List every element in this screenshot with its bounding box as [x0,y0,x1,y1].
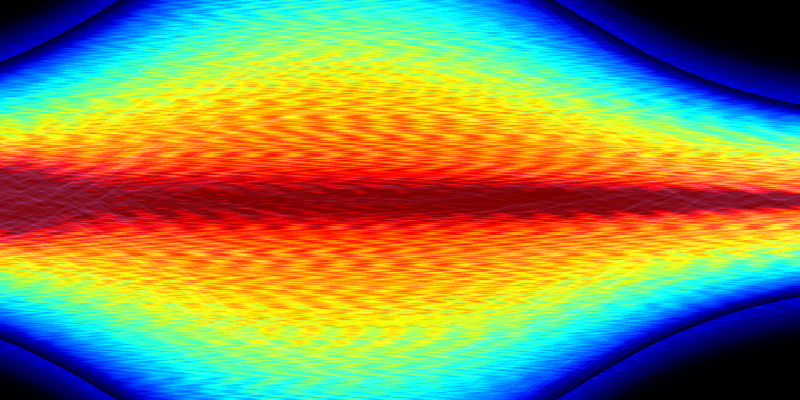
density-plot [0,0,800,400]
trajectory-density-canvas [0,0,800,400]
